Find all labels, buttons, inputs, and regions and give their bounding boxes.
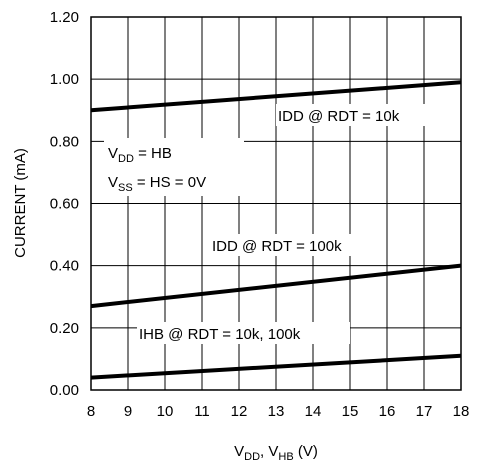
y-tick-label: 1.00 xyxy=(50,71,79,88)
label-bg-idd-10k xyxy=(276,104,434,126)
y-tick-label: 0.40 xyxy=(50,258,79,275)
x-tick-label: 14 xyxy=(305,403,322,420)
x-tick-label: 16 xyxy=(379,403,396,420)
x-tick-label: 18 xyxy=(453,403,470,420)
x-tick-label: 11 xyxy=(194,403,210,420)
x-tick-label: 15 xyxy=(342,403,359,420)
label-vdd-condition: VDD = HB xyxy=(108,145,172,165)
label-bg-conditions xyxy=(104,138,244,196)
series-lines xyxy=(90,80,462,380)
x-tick-label: 13 xyxy=(268,403,285,420)
x-tick-label: 12 xyxy=(231,403,248,420)
y-tick-label: 1.20 xyxy=(50,9,79,26)
y-tick-label: 0.80 xyxy=(50,133,79,150)
x-tick-label: 10 xyxy=(157,403,174,420)
label-ihb: IHB @ RDT = 10k, 100k xyxy=(139,326,301,343)
y-tick-labels: 0.00 0.20 0.40 0.60 0.80 1.00 1.20 xyxy=(50,9,79,399)
x-tick-labels: 8 9 10 11 12 13 14 15 16 17 18 xyxy=(87,403,470,420)
x-tick-label: 8 xyxy=(87,403,95,420)
plot-frame xyxy=(90,16,462,391)
label-bg-ihb xyxy=(137,322,350,344)
y-axis-title: CURRENT (mA) xyxy=(12,148,29,258)
series-line xyxy=(90,80,462,113)
y-tick-label: 0.20 xyxy=(50,320,79,337)
x-axis-title: VDD, VHB (V) xyxy=(234,443,318,463)
x-tick-label: 9 xyxy=(124,403,132,420)
label-vss-condition: VSS = HS = 0V xyxy=(108,174,206,194)
x-tick-label: 17 xyxy=(416,403,433,420)
series-line xyxy=(90,353,462,380)
label-idd-100k: IDD @ RDT = 100k xyxy=(212,238,342,255)
y-tick-label: 0.60 xyxy=(50,196,79,213)
label-bg-idd-100k xyxy=(209,234,383,256)
y-tick-label: 0.00 xyxy=(50,382,79,399)
annotations: IDD @ RDT = 10k IDD @ RDT = 100k IHB @ R… xyxy=(104,104,434,344)
series-line xyxy=(90,263,462,309)
label-idd-10k: IDD @ RDT = 10k xyxy=(278,108,400,125)
